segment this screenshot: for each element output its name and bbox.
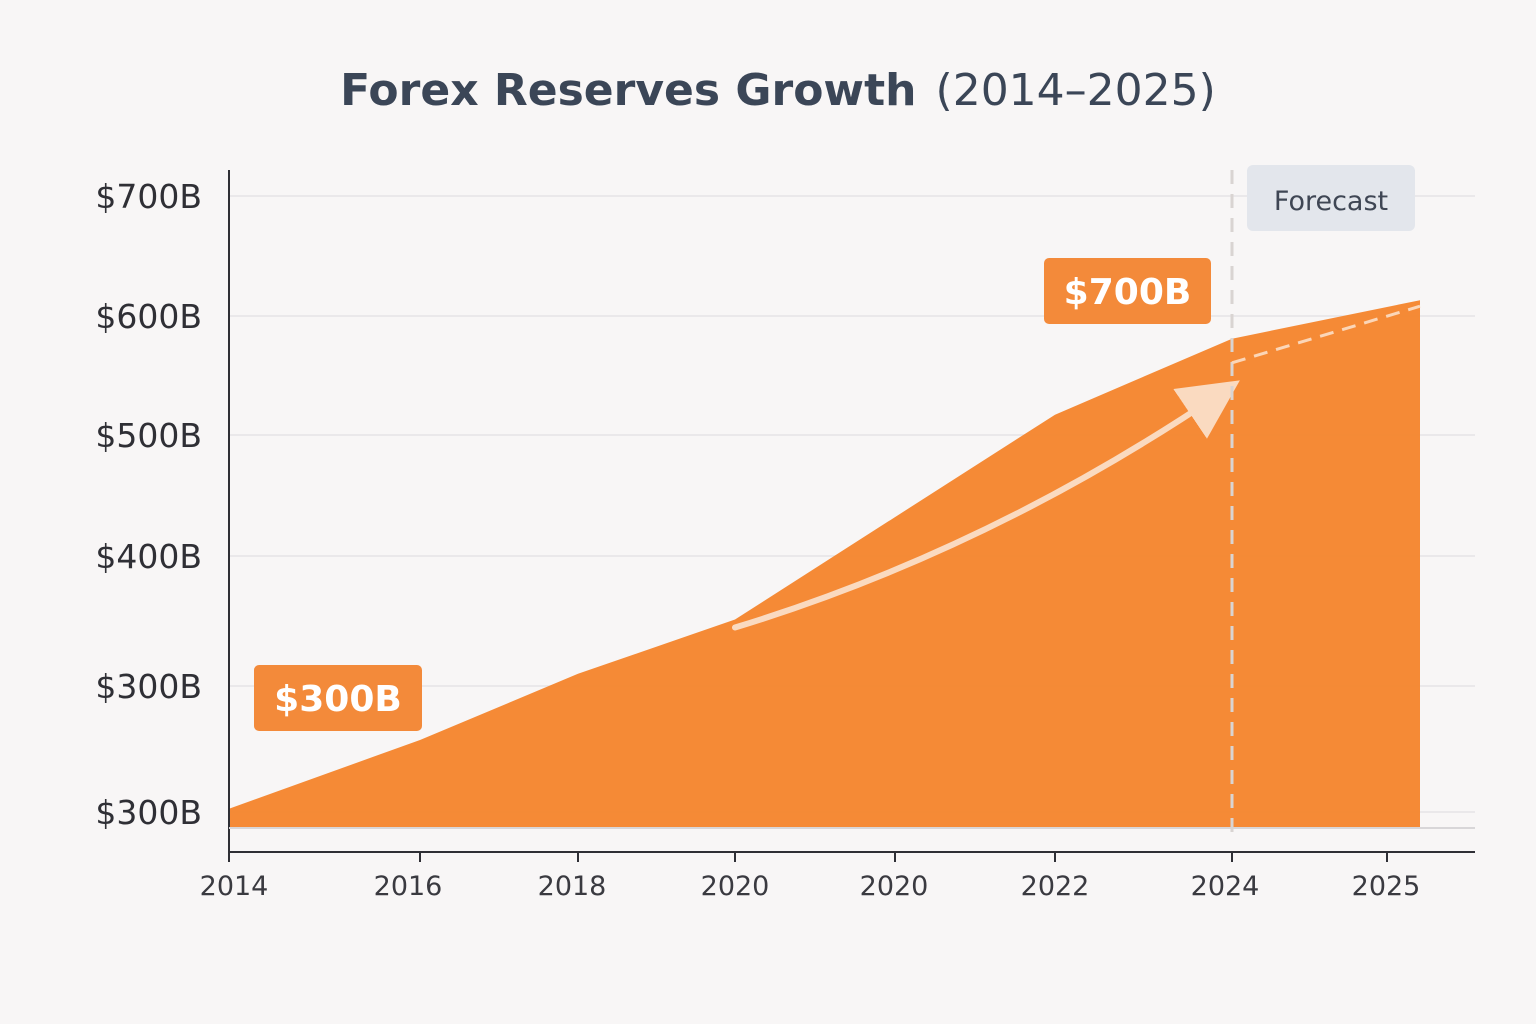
y-tick-label: $700B (95, 177, 202, 216)
value-callout-box (1044, 258, 1211, 324)
x-axis-ticks: 2014 2016 2018 2020 2020 2022 2024 2025 (200, 852, 1421, 902)
x-tick-label: 2020 (860, 871, 929, 902)
y-tick-label: $600B (95, 297, 202, 336)
x-tick-label: 2022 (1021, 871, 1090, 902)
y-tick-label: $300B (95, 667, 202, 706)
x-tick-label: 2025 (1352, 871, 1421, 902)
annotation-layer: $300B $700B (254, 258, 1211, 731)
chart-title-main: Forex Reserves Growth (340, 65, 916, 116)
forecast-badge (1247, 165, 1415, 231)
y-tick-label: $400B (95, 537, 202, 576)
value-callout-label: $300B (274, 679, 402, 720)
x-tick-label: 2018 (538, 871, 607, 902)
reserves-area (229, 300, 1420, 828)
x-tick-label: 2016 (374, 871, 443, 902)
y-tick-label: $300B (95, 793, 202, 832)
chart-title: Forex Reserves Growth (2014–2025) (340, 65, 1216, 116)
growth-arrow (732, 380, 1240, 631)
area-layer (229, 300, 1420, 828)
forecast-badge-label: Forecast (1274, 186, 1388, 217)
value-callout-box (254, 665, 422, 731)
axes (228, 170, 1475, 853)
y-axis-ticks: $700B $600B $500B $400B $300B $300B (95, 177, 202, 832)
x-tick-label: 2014 (200, 871, 269, 902)
x-tick-label: 2020 (701, 871, 770, 902)
forecast-layer: Forecast (1230, 165, 1421, 840)
forecast-projection-line (1231, 304, 1421, 365)
x-tick-label: 2024 (1191, 871, 1260, 902)
value-callout-label: $700B (1064, 272, 1192, 313)
chart-title-years: (2014–2025) (936, 65, 1216, 116)
y-tick-label: $500B (95, 416, 202, 455)
